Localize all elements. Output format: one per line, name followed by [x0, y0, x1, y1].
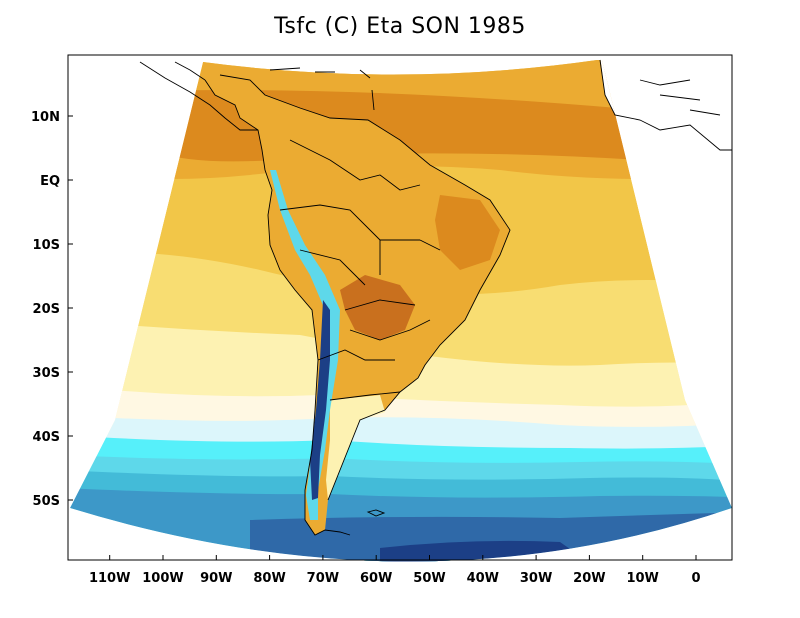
lon-tick-label: 100W	[142, 571, 183, 586]
no-data-areas	[68, 55, 732, 560]
band-deep	[380, 540, 600, 562]
falkland-islands	[366, 509, 386, 517]
lon-tick-label: 50W	[413, 571, 445, 586]
land-patagonia	[326, 395, 385, 500]
andes-core	[310, 300, 330, 500]
lat-tick-label: 40S	[33, 430, 60, 445]
lon-tick-label: 90W	[200, 571, 232, 586]
lon-tick-label: 70W	[307, 571, 339, 586]
africa-borders	[639, 79, 721, 116]
map-title: Tsfc (C) Eta SON 1985	[274, 14, 526, 39]
lat-tick-label: 30S	[33, 366, 60, 381]
temperature-field	[70, 60, 732, 562]
lon-tick-label: 0	[691, 571, 700, 586]
lat-tick-label: EQ	[40, 174, 60, 189]
lon-tick-label: 60W	[360, 571, 392, 586]
land-northeast	[435, 195, 500, 270]
caribbean-islands	[269, 67, 375, 111]
coastlines	[139, 59, 732, 536]
africa-coast	[599, 59, 732, 151]
south-america-coast	[204, 74, 511, 536]
country-borders	[279, 139, 441, 401]
lon-tick-label: 30W	[520, 571, 552, 586]
land-hot-core	[340, 275, 415, 340]
lon-tick-label: 80W	[253, 571, 285, 586]
lon-tick-label: 40W	[467, 571, 499, 586]
lat-tick-label: 50S	[33, 494, 60, 509]
central-america-coast	[139, 61, 258, 131]
lon-tick-label: 110W	[89, 571, 130, 586]
lon-tick-label: 10W	[626, 571, 658, 586]
lat-tick-label: 10S	[33, 238, 60, 253]
lat-tick-label: 20S	[33, 302, 60, 317]
lon-tick-label: 20W	[573, 571, 605, 586]
lat-tick-label: 10N	[31, 110, 60, 125]
